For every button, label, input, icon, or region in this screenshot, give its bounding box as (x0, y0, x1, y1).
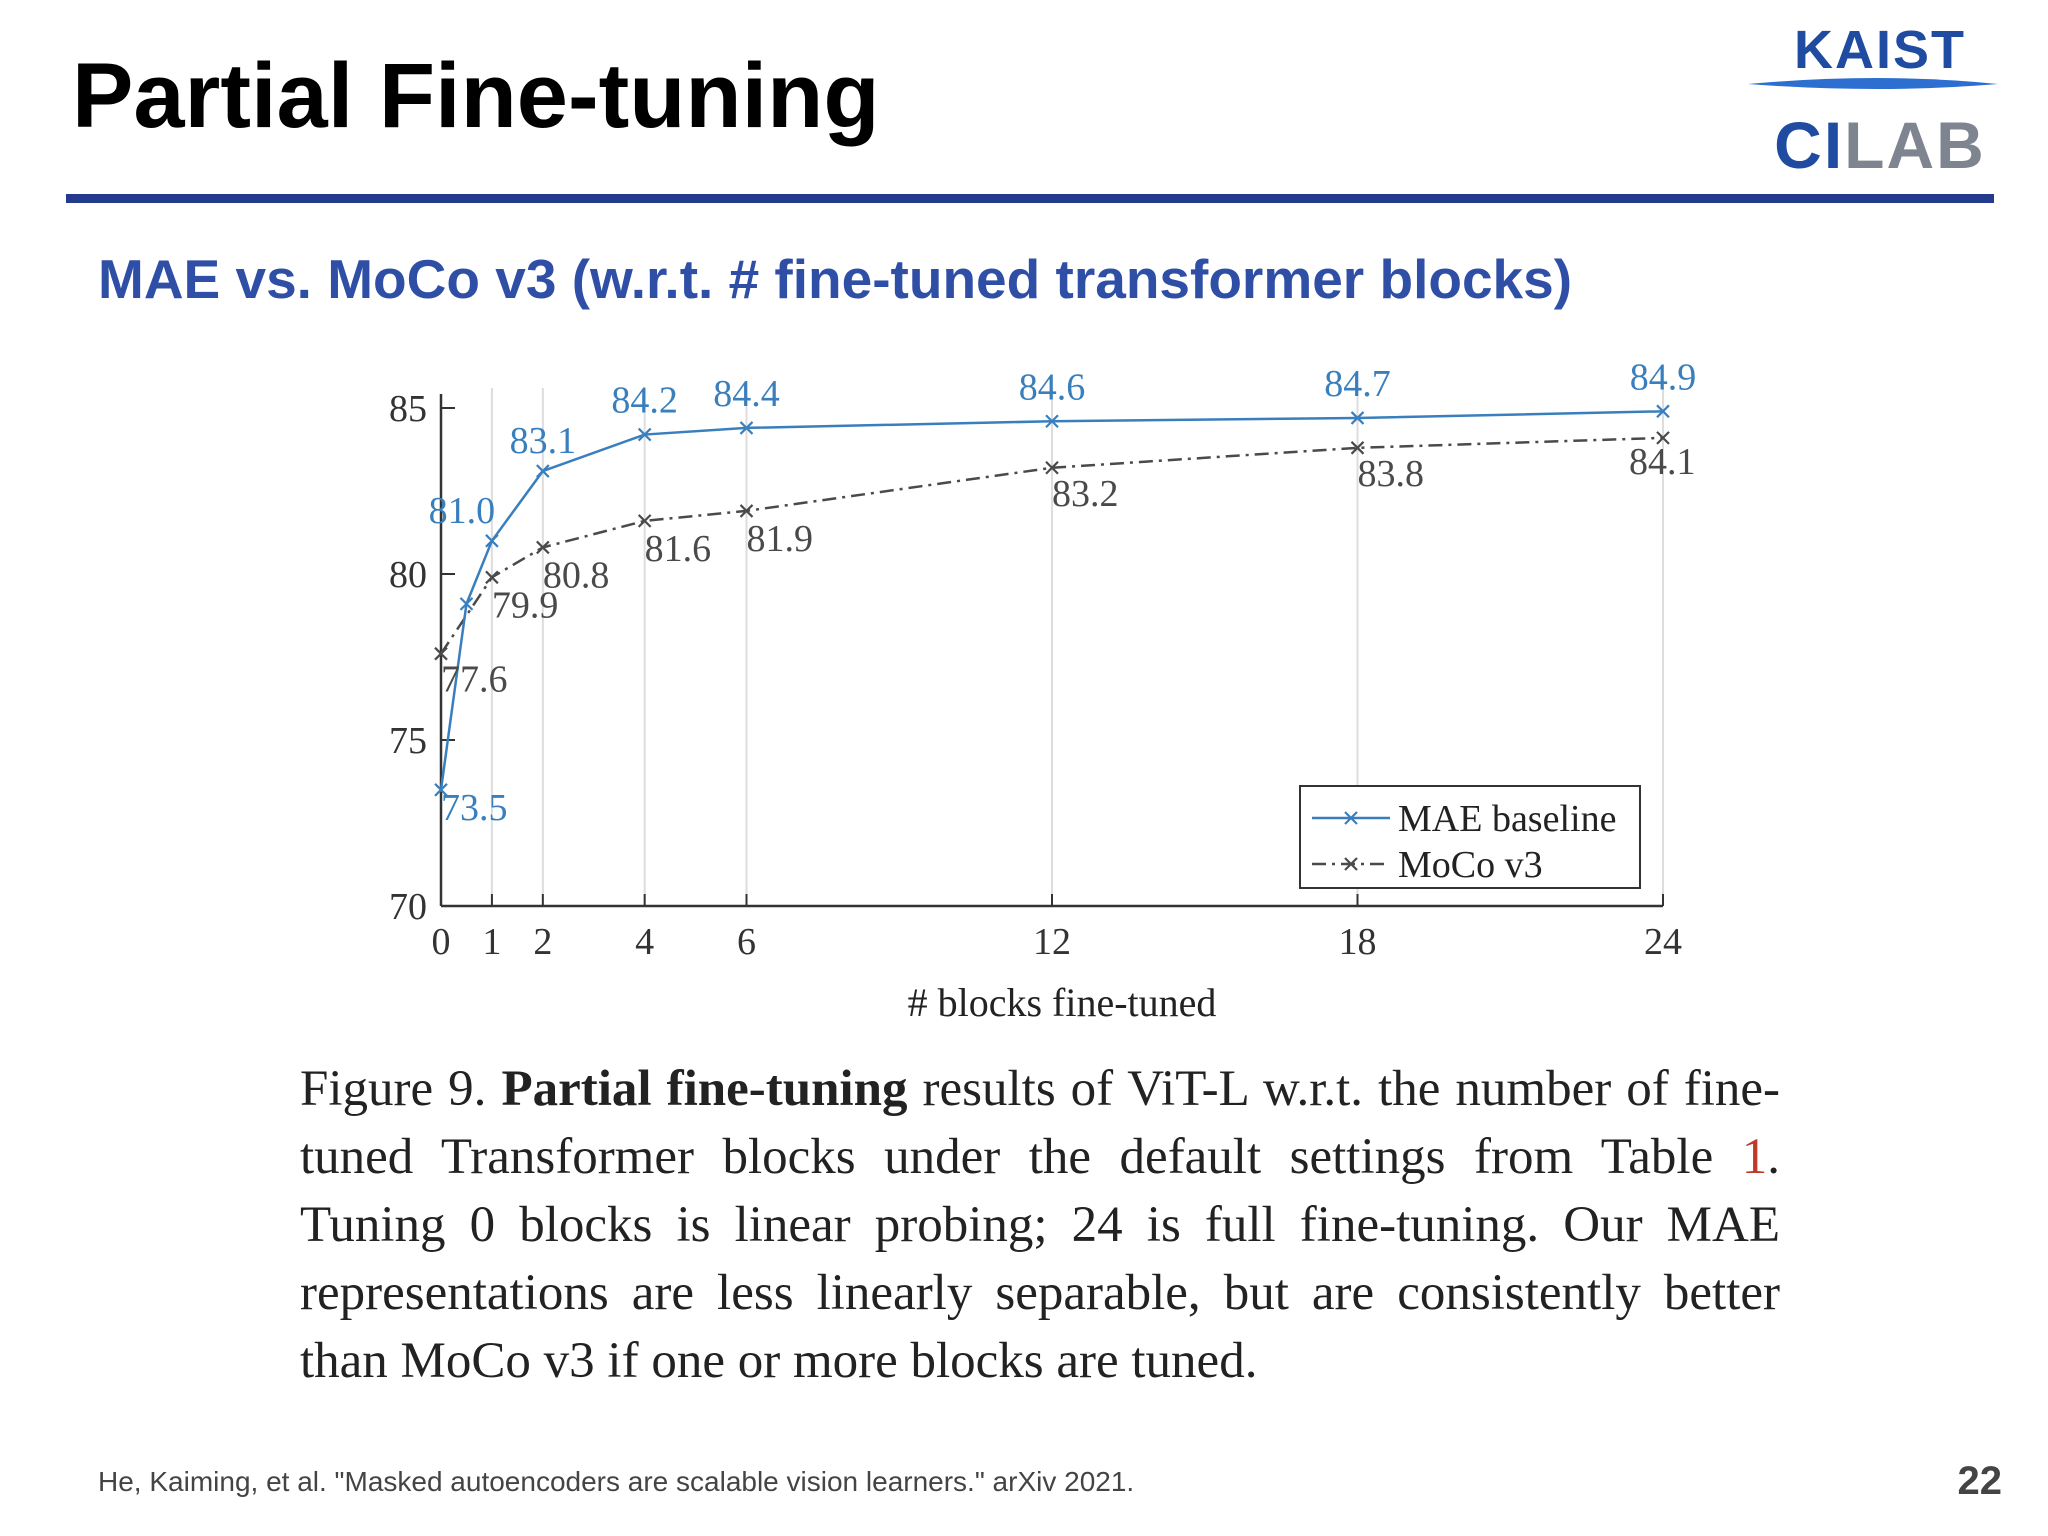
x-tick-label-18: 18 (1339, 921, 1377, 963)
legend-moco-text: MoCo v3 (1398, 844, 1543, 886)
x-axis-label: # blocks fine-tuned (908, 980, 1217, 1025)
y-tick-label-75: 75 (389, 720, 427, 762)
caption-part1: results of ViT-L w.r.t. the number of fi… (300, 1061, 1781, 1185)
mae-baseline-marker-5 (739, 421, 754, 435)
kaist-cilab-logo: KAIST CILAB (1748, 20, 1998, 178)
legend-mae-marker (1344, 811, 1358, 825)
mae-baseline-marker-3 (536, 464, 550, 478)
moco-v3-marker-stroke (637, 514, 652, 528)
moco-v3-marker-stroke (1350, 441, 1365, 455)
moco-v3-label-1: 79.9 (492, 584, 558, 626)
moco-v3-marker-stroke (1656, 431, 1670, 445)
moco-v3-marker-stroke (485, 570, 499, 585)
mae-baseline-marker-stroke (1656, 404, 1670, 419)
mae-baseline-marker-stroke (536, 464, 550, 478)
mae-baseline-marker-8 (1656, 404, 1670, 419)
moco-v3-marker-3 (637, 514, 652, 528)
moco-v3-marker-stroke (739, 504, 754, 518)
legend-box (1299, 785, 1641, 889)
mae-baseline-marker-2 (485, 534, 499, 548)
title-rule (66, 194, 1994, 203)
x-tick-label-1: 1 (482, 921, 501, 963)
legend-mae-text: MAE baseline (1398, 798, 1616, 840)
y-tick-label-70: 70 (389, 886, 427, 928)
mae-baseline-marker-stroke (1350, 411, 1365, 425)
mae-baseline-marker-stroke (637, 427, 652, 442)
moco-v3-label-0: 77.6 (441, 659, 508, 701)
moco-v3-marker-stroke (434, 646, 448, 661)
mae-baseline-marker-7 (1350, 411, 1365, 425)
y-tick-label-80: 80 (389, 554, 427, 596)
series-mae-baseline (434, 404, 1670, 797)
x-tick-label-24: 24 (1644, 921, 1682, 963)
mae-baseline-marker-stroke (1045, 414, 1059, 429)
mae-baseline-label-6: 84.7 (1324, 363, 1391, 405)
logo-swoosh (1748, 78, 1998, 89)
page-number: 22 (1957, 1459, 2003, 1503)
caption-part2: . Tuning 0 blocks is linear probing; 24 … (300, 1129, 1780, 1389)
legend-moco-marker (1344, 857, 1358, 871)
x-tick-label-4: 4 (635, 921, 654, 963)
x-tick-label-0: 0 (432, 921, 451, 963)
mae-baseline-label-7: 84.9 (1630, 356, 1697, 398)
moco-v3-marker-5 (1045, 460, 1059, 475)
moco-v3-marker-1 (485, 570, 499, 585)
chart-data-labels: 73.5 81.0 83.1 84.2 84.4 84.6 84.7 84.9 77.6 79.9… (429, 356, 1697, 828)
mae-baseline-marker-stroke (739, 421, 754, 435)
moco-v3-marker-4 (739, 504, 754, 518)
mae-baseline-marker-stroke (485, 534, 499, 548)
moco-v3-marker-7 (1656, 431, 1670, 445)
x-tick-label-6: 6 (737, 921, 756, 963)
moco-v3-label-2: 80.8 (543, 554, 610, 596)
moco-v3-marker-stroke (536, 540, 550, 555)
x-tick-label-2: 2 (533, 921, 552, 963)
moco-v3-label-7: 84.1 (1629, 441, 1696, 483)
y-tick-label-85: 85 (389, 388, 427, 430)
mae-baseline-label-1: 81.0 (429, 490, 496, 532)
mae-baseline-marker-1 (459, 597, 474, 611)
moco-v3-marker-6 (1350, 441, 1365, 455)
mae-baseline-label-2: 83.1 (510, 420, 577, 462)
x-tick-label-12: 12 (1033, 921, 1071, 963)
moco-v3-label-5: 83.2 (1052, 473, 1119, 515)
slide-subtitle: MAE vs. MoCo v3 (w.r.t. # fine-tuned tra… (98, 248, 1573, 310)
citation: He, Kaiming, et al. "Masked autoencoders… (98, 1466, 1135, 1497)
mae-baseline-label-0: 73.5 (441, 787, 508, 829)
mae-baseline-label-4: 84.4 (713, 373, 780, 415)
mae-baseline-marker-stroke (434, 783, 448, 797)
series-moco-v3 (434, 431, 1670, 661)
moco-v3-marker-2 (536, 540, 550, 555)
caption-table-ref[interactable]: 1 (1741, 1129, 1768, 1185)
caption-bold: Partial fine-tuning (501, 1061, 908, 1117)
mae-baseline-marker-4 (637, 427, 652, 442)
mae-baseline-label-5: 84.6 (1019, 366, 1086, 408)
moco-v3-label-6: 83.8 (1358, 453, 1425, 495)
mae-baseline-marker-stroke (459, 597, 474, 611)
moco-v3-label-3: 81.6 (645, 528, 712, 570)
mae-baseline-marker-6 (1045, 414, 1059, 429)
slide-title: Partial Fine-tuning (72, 45, 880, 147)
moco-v3-marker-0 (434, 646, 448, 661)
logo-kaist-text: KAIST (1794, 20, 1966, 80)
moco-v3-label-4: 81.9 (747, 518, 814, 560)
moco-v3-marker-stroke (1045, 460, 1059, 475)
figure-caption: Figure 9. Partial fine-tuning results of… (300, 1055, 1780, 1395)
mae-baseline-label-3: 84.2 (611, 380, 678, 422)
mae-baseline-marker-0 (434, 783, 448, 797)
caption-prefix: Figure 9. (300, 1061, 502, 1117)
chart-gridlines (490, 388, 1664, 906)
logo-cilab-text: CILAB (1774, 108, 1986, 178)
